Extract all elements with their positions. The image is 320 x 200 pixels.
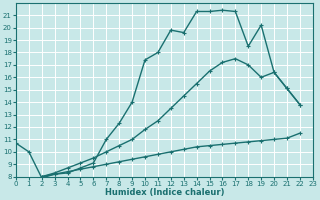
X-axis label: Humidex (Indice chaleur): Humidex (Indice chaleur) [105,188,224,197]
